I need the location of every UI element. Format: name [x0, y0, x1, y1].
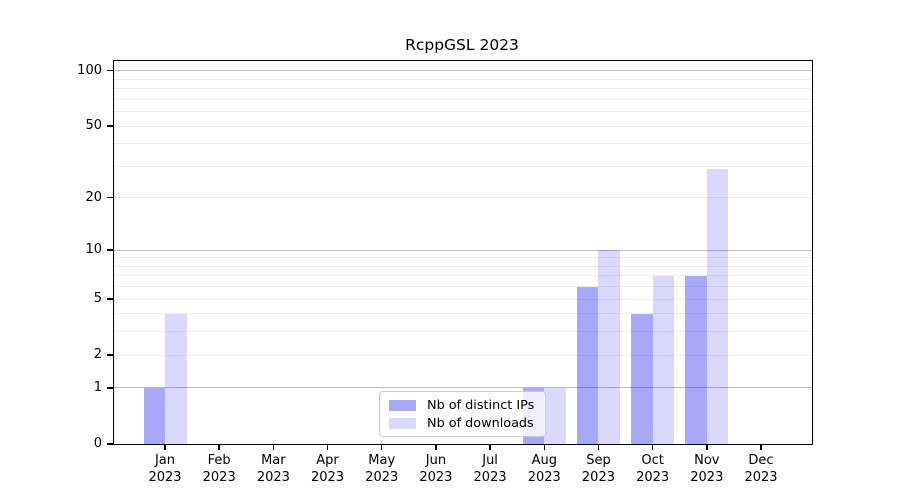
y-tick-mark-5 — [107, 298, 114, 300]
y-tick-label-50: 50 — [85, 118, 102, 134]
y-tick-label-2: 2 — [93, 347, 102, 363]
x-tick-label-feb: Feb 2023 — [202, 453, 236, 485]
gridline-minor-8 — [114, 265, 812, 267]
plot-area: 0 1 2 5 10 20 50 100 Jan 2023 Feb 2023 Mar 2023 Apr… — [77, 60, 813, 485]
x-tick-mark-feb — [218, 444, 220, 450]
bar-jan-distinct-ips — [143, 387, 165, 444]
legend-label-downloads: Nb of downloads — [427, 416, 534, 431]
legend-label-distinct-ips: Nb of distinct IPs — [427, 398, 535, 413]
x-tick-label-jan: Jan 2023 — [148, 453, 182, 485]
x-tick-label-apr: Apr 2023 — [310, 453, 345, 485]
gridline-minor-70 — [114, 98, 812, 100]
gridline-minor-2 — [114, 354, 812, 356]
bar-nov-distinct-ips — [685, 275, 707, 444]
legend-item-distinct-ips: Nb of distinct IPs — [389, 398, 537, 413]
y-tick-mark-2 — [107, 354, 114, 356]
x-tick-label-oct: Oct 2023 — [636, 453, 670, 485]
gridline-minor-20 — [114, 197, 812, 199]
x-tick-mark-nov — [706, 444, 708, 450]
x-tick-label-jul: Jul 2023 — [473, 453, 507, 485]
legend-swatch-distinct-ips — [389, 400, 416, 411]
x-tick-mark-jan — [164, 444, 166, 450]
bar-jan-downloads — [165, 313, 187, 444]
x-tick-label-nov: Nov 2023 — [690, 453, 724, 485]
y-tick-mark-100 — [107, 70, 114, 72]
bar-sep-downloads — [598, 250, 620, 444]
gridline-major-10 — [114, 249, 812, 251]
x-tick-mark-jun — [435, 444, 437, 450]
y-tick-label-0: 0 — [93, 436, 102, 451]
y-tick-mark-0 — [107, 443, 114, 445]
legend: Nb of distinct IPs Nb of downloads — [379, 391, 546, 437]
bar-oct-distinct-ips — [631, 313, 653, 444]
x-tick-mark-mar — [272, 444, 275, 450]
gridline-minor-40 — [114, 143, 812, 145]
bar-sep-distinct-ips — [576, 286, 599, 444]
gridline-major-1 — [114, 387, 812, 389]
x-tick-mark-may — [381, 444, 383, 450]
gridline-minor-90 — [114, 78, 812, 80]
chart-title: RcppGSL 2023 — [405, 36, 519, 54]
gridline-minor-80 — [114, 88, 812, 90]
bar-aug-downloads — [544, 387, 566, 444]
x-tick-mark-jul — [489, 444, 491, 450]
y-tick-mark-20 — [107, 197, 114, 199]
x-tick-label-jun: Jun 2023 — [419, 453, 453, 485]
x-tick-mark-oct — [651, 444, 654, 450]
y-tick-mark-1 — [107, 387, 114, 389]
x-tick-label-aug: Aug 2023 — [527, 453, 561, 485]
x-tick-label-may: May 2023 — [365, 453, 399, 485]
bar-nov-downloads — [706, 168, 729, 444]
gridline-minor-30 — [114, 165, 812, 167]
y-tick-label-10: 10 — [85, 242, 102, 258]
x-tick-label-mar: Mar 2023 — [256, 453, 290, 485]
gridline-minor-60 — [114, 111, 812, 113]
gridline-minor-4 — [114, 313, 812, 315]
x-tick-mark-sep — [597, 444, 600, 450]
y-tick-label-1: 1 — [93, 379, 102, 395]
x-tick-mark-aug — [543, 444, 545, 450]
gridline-minor-7 — [114, 275, 812, 277]
gridline-minor-9 — [114, 257, 812, 259]
y-tick-label-20: 20 — [85, 189, 102, 205]
y-tick-label-5: 5 — [93, 291, 102, 307]
bar-oct-downloads — [652, 275, 675, 444]
gridline-minor-3 — [114, 331, 812, 333]
x-tick-mark-apr — [326, 444, 329, 450]
gridline-major-100 — [114, 70, 812, 72]
legend-item-downloads: Nb of downloads — [389, 416, 537, 431]
gridline-minor-5 — [114, 298, 812, 300]
gridline-minor-50 — [114, 125, 812, 127]
legend-swatch-downloads — [389, 418, 416, 429]
x-tick-mark-dec — [760, 444, 762, 450]
y-tick-mark-10 — [107, 249, 114, 251]
gridline-minor-6 — [114, 286, 812, 288]
y-tick-mark-50 — [107, 125, 114, 127]
y-tick-label-100: 100 — [77, 62, 102, 78]
x-tick-label-dec: Dec 2023 — [744, 453, 778, 485]
x-tick-label-sep: Sep 2023 — [581, 453, 615, 485]
